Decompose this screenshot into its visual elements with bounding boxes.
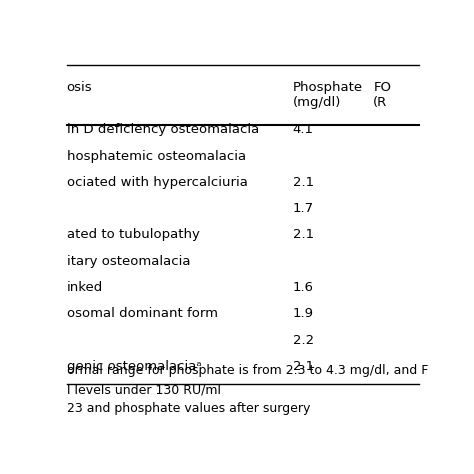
Text: inked: inked — [66, 281, 103, 294]
Text: osis: osis — [66, 81, 92, 93]
Text: 1.6: 1.6 — [292, 281, 313, 294]
Text: ociated with hypercalciuria: ociated with hypercalciuria — [66, 176, 247, 189]
Text: genic osteomalaciaᵃ: genic osteomalaciaᵃ — [66, 360, 201, 373]
Text: 2.1: 2.1 — [292, 176, 314, 189]
Text: in D deficiency osteomalacia: in D deficiency osteomalacia — [66, 123, 259, 137]
Text: itary osteomalacia: itary osteomalacia — [66, 255, 190, 268]
Text: l levels under 130 RU/ml: l levels under 130 RU/ml — [66, 383, 220, 396]
Text: 1.7: 1.7 — [292, 202, 314, 215]
Text: 2.1: 2.1 — [292, 228, 314, 241]
Text: 2.2: 2.2 — [292, 334, 314, 346]
Text: 23 and phosphate values after surgery: 23 and phosphate values after surgery — [66, 402, 310, 415]
Text: ormal range for phosphate is from 2.3 to 4.3 mg/dl, and F: ormal range for phosphate is from 2.3 to… — [66, 364, 428, 377]
Text: Phosphate
(mg/dl): Phosphate (mg/dl) — [292, 81, 363, 109]
Text: ated to tubulopathy: ated to tubulopathy — [66, 228, 200, 241]
Text: 2.1: 2.1 — [292, 360, 314, 373]
Text: FO
(R: FO (R — [374, 81, 392, 109]
Text: 1.9: 1.9 — [292, 307, 313, 320]
Text: osomal dominant form: osomal dominant form — [66, 307, 218, 320]
Text: 4.1: 4.1 — [292, 123, 313, 137]
Text: hosphatemic osteomalacia: hosphatemic osteomalacia — [66, 150, 246, 163]
